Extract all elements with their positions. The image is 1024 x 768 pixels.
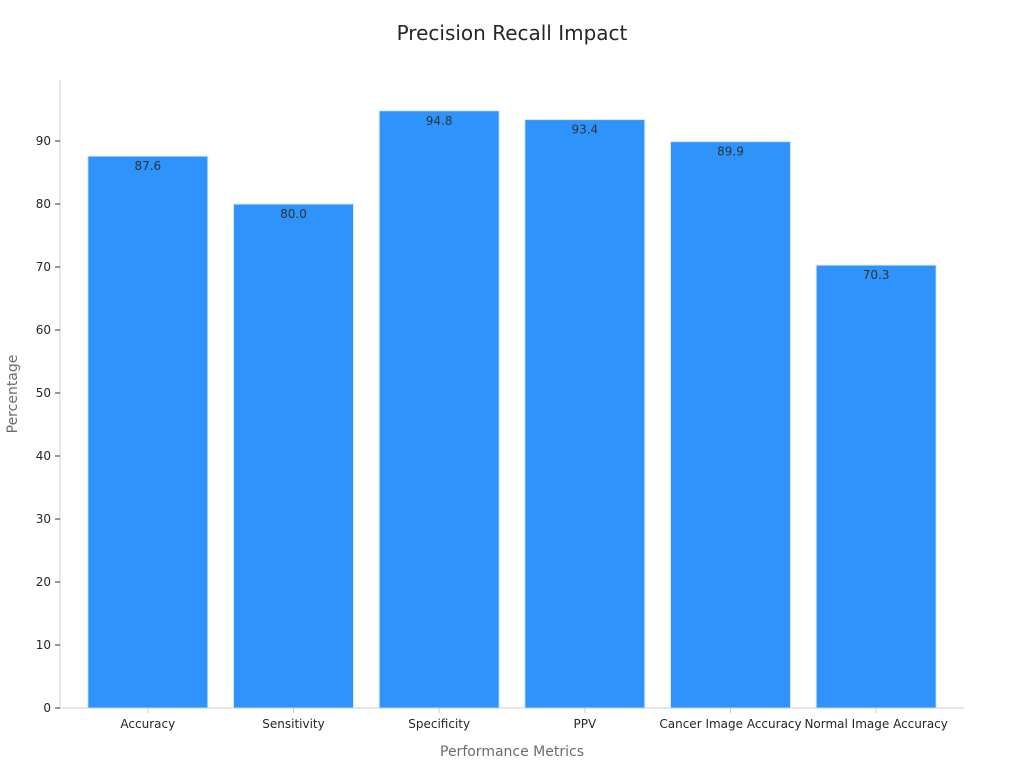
y-tick-label-0: 0 (43, 701, 51, 715)
bar-2 (378, 110, 500, 709)
x-tick-label-0: Accuracy (120, 717, 175, 731)
x-axis-label: Performance Metrics (440, 744, 584, 760)
data-labels: 87.6 80.0 94.8 93.4 89.9 70.3 (134, 114, 889, 282)
y-tick-label-7: 70 (36, 260, 51, 274)
data-label-2: 94.8 (426, 114, 453, 128)
y-tick-label-3: 30 (36, 512, 51, 526)
x-tick-label-4: Cancer Image Accuracy (659, 717, 801, 731)
axes (59, 80, 964, 709)
y-tick-label-2: 20 (36, 575, 51, 589)
bar-3 (524, 119, 646, 709)
y-tick-label-9: 90 (36, 134, 51, 148)
x-tick-label-2: Specificity (408, 717, 470, 731)
y-axis-label: Percentage (5, 355, 21, 434)
bars (87, 110, 937, 709)
x-tick-label-3: PPV (573, 717, 596, 731)
chart-title: Precision Recall Impact (397, 21, 628, 45)
x-axis-ticks: Accuracy Sensitivity Specificity PPV Cancer … (120, 708, 948, 731)
y-tick-label-8: 80 (36, 197, 51, 211)
data-label-5: 70.3 (863, 268, 890, 282)
bar-1 (233, 203, 354, 709)
data-label-1: 80.0 (280, 207, 307, 221)
y-tick-label-6: 60 (36, 323, 51, 337)
data-label-3: 93.4 (571, 123, 598, 137)
x-tick-label-1: Sensitivity (262, 717, 324, 731)
bar-5 (815, 264, 937, 709)
bar-4 (670, 141, 791, 709)
y-tick-label-5: 50 (36, 386, 51, 400)
x-tick-label-5: Normal Image Accuracy (804, 717, 947, 731)
y-tick-label-4: 40 (36, 449, 51, 463)
data-label-4: 89.9 (717, 145, 744, 159)
y-axis-ticks: 0 10 20 30 40 50 60 70 80 90 (36, 134, 60, 715)
bar-0 (87, 155, 209, 709)
y-tick-label-1: 10 (36, 638, 51, 652)
data-label-0: 87.6 (134, 159, 161, 173)
